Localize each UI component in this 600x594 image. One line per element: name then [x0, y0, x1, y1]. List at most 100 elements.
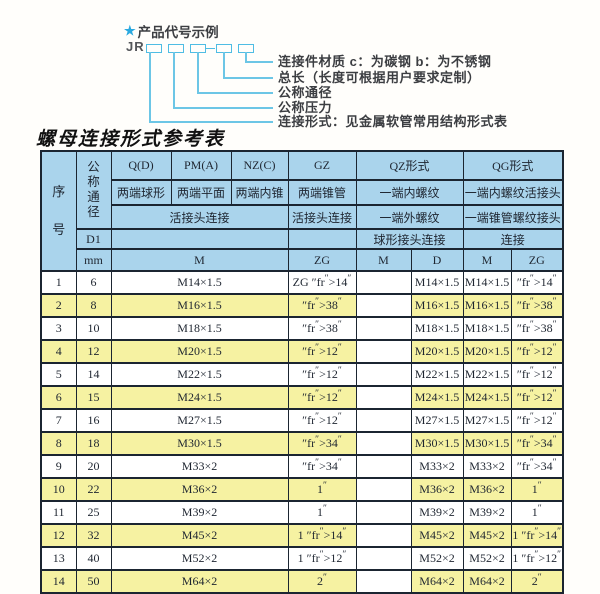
no-cell: 2 — [40, 293, 77, 318]
qz-d-cell: M64×2 — [410, 569, 464, 594]
qg-zg-cell: ″fr″>38″ — [510, 316, 564, 341]
table-row: 10 22 M36×2 1″ M36×2 M36×2 1″ — [40, 477, 564, 502]
table-row: 6 15 M24×1.5 ″fr″>12″ M24×1.5 M24×1.5 ″fr″>12″ — [40, 385, 564, 410]
product-code-title-text: 产品代号示例 — [137, 25, 219, 40]
table-row: 14 50 M64×2 2″ M64×2 M64×2 2″ — [40, 569, 564, 594]
m-cell: M16×1.5 — [110, 293, 289, 318]
qg-m-cell: M64×2 — [462, 569, 512, 594]
qz-m-cell — [355, 500, 412, 525]
gz-cell: ″fr″>38″ — [287, 316, 357, 341]
header-row: 两端球形 两端平面 两端内锥 两端锥管 一端内螺纹 一端内螺纹活接头 — [41, 179, 564, 206]
connector-line — [173, 107, 273, 109]
code-box — [146, 44, 162, 53]
header-row: 活接头连接 活接头连接 一端外螺纹 一端锥管螺纹接头 — [41, 204, 564, 230]
m-cell: M30×1.5 — [110, 431, 289, 456]
col-gz-header: GZ — [287, 150, 357, 181]
qz-d-cell: M24×1.5 — [410, 385, 464, 410]
no-cell: 10 — [40, 477, 77, 502]
col-pm-header: PM(A) — [170, 150, 232, 181]
label-total-length: 总长（长度可根据用户要求定制） — [278, 70, 481, 85]
m-cell: M45×2 — [110, 523, 289, 548]
star-icon: ★ — [124, 23, 136, 38]
qz-desc3-cell: 球形接头连接 — [355, 228, 464, 250]
qz-m-cell — [355, 293, 412, 318]
dn-cell: 16 — [75, 408, 112, 433]
qz-d-cell: M39×2 — [410, 500, 464, 525]
qg-desc1-cell: 一端内螺纹活接头 — [462, 179, 564, 206]
qg-m-cell: M22×1.5 — [462, 362, 512, 387]
qz-d-cell: M16×1.5 — [410, 293, 464, 318]
connector-line — [245, 61, 273, 63]
qg-m-cell: M14×1.5 — [462, 270, 512, 295]
empty-header-cell — [287, 228, 357, 250]
qz-m-cell — [355, 569, 412, 594]
col-qz-header: QZ形式 — [355, 150, 464, 181]
qg-m-cell: M30×1.5 — [462, 431, 512, 456]
dn-cell: 18 — [75, 431, 112, 456]
m-cell: M20×1.5 — [110, 339, 289, 364]
union-connection-cell: 活接头连接 — [110, 204, 289, 230]
dn-cell: 12 — [75, 339, 112, 364]
qz-m-cell — [355, 454, 412, 479]
qz-m-cell — [355, 523, 412, 548]
m-cell: M22×1.5 — [110, 362, 289, 387]
gz-cell: 1″ — [287, 500, 357, 525]
m-cell: M18×1.5 — [110, 316, 289, 341]
col-q-header: Q(D) — [110, 150, 172, 181]
table-row: 1 6 M14×1.5 ZG ″fr″>14″ M14×1.5 M14×1.5 ″fr″>1… — [40, 270, 564, 295]
qg-m-cell: M16×1.5 — [462, 293, 512, 318]
m-cell: M52×2 — [110, 546, 289, 571]
d1-header-cell: D1 — [75, 228, 112, 250]
no-cell: 7 — [40, 408, 77, 433]
qg-zg-cell: 1″ — [510, 477, 564, 502]
qg-zg-cell: ″fr″>12″ — [510, 408, 564, 433]
gz-cell: ″fr″>34″ — [287, 454, 357, 479]
qz-m-cell — [355, 477, 412, 502]
qg-zg-cell: 1″ — [510, 500, 564, 525]
qg-zg-cell: ″fr″>14″ — [510, 270, 564, 295]
qg-m-cell: M24×1.5 — [462, 385, 512, 410]
qz-m-header-cell: M — [355, 248, 412, 272]
qg-zg-header-cell: ZG — [510, 248, 564, 272]
qg-m-cell: M36×2 — [462, 477, 512, 502]
m-cell: M36×2 — [110, 477, 289, 502]
col-qg-header: QG形式 — [462, 150, 564, 181]
table-body: 1 6 M14×1.5 ZG ″fr″>14″ M14×1.5 M14×1.5 ″fr″>1… — [40, 270, 564, 594]
code-dash — [206, 47, 215, 49]
nz-desc-cell: 两端内锥 — [230, 179, 289, 206]
qz-m-cell — [355, 316, 412, 341]
dn-cell: 8 — [75, 293, 112, 318]
dn-cell: 50 — [75, 569, 112, 594]
seq-header-cell: 序 号 — [40, 150, 77, 272]
qg-m-header-cell: M — [462, 248, 512, 272]
connector-line — [173, 52, 175, 108]
gz-cell: ZG ″fr″>14″ — [287, 270, 357, 295]
qz-d-cell: M27×1.5 — [410, 408, 464, 433]
dn-cell: 10 — [75, 316, 112, 341]
dn-cell: 32 — [75, 523, 112, 548]
qz-d-cell: M45×2 — [410, 523, 464, 548]
table-title: 螺母连接形式参考表 — [36, 129, 226, 150]
gz-desc-cell: 两端锥管 — [287, 179, 357, 206]
no-cell: 4 — [40, 339, 77, 364]
dn-cell: 22 — [75, 477, 112, 502]
no-cell: 11 — [40, 500, 77, 525]
no-cell: 5 — [40, 362, 77, 387]
qz-desc2-cell: 一端外螺纹 — [355, 204, 464, 230]
dn-cell: 15 — [75, 385, 112, 410]
qz-d-header-cell: D — [410, 248, 464, 272]
table-row: 13 40 M52×2 1 ″fr″>12″ M52×2 M52×2 1 ″fr″>12″ — [40, 546, 564, 571]
m-cell: M39×2 — [110, 500, 289, 525]
no-cell: 8 — [40, 431, 77, 456]
dn-cell: 14 — [75, 362, 112, 387]
connector-line — [197, 52, 199, 93]
qg-m-cell: M33×2 — [462, 454, 512, 479]
connector-line — [223, 77, 273, 79]
table-row: 5 14 M22×1.5 ″fr″>12″ M22×1.5 M22×1.5 ″fr″>12″ — [40, 362, 564, 387]
connector-line — [197, 92, 273, 94]
qz-d-cell: M30×1.5 — [410, 431, 464, 456]
no-cell: 9 — [40, 454, 77, 479]
qz-m-cell — [355, 339, 412, 364]
qg-desc3-cell: 连接 — [462, 228, 564, 250]
product-code-title: ★ 产品代号示例 — [124, 21, 219, 41]
